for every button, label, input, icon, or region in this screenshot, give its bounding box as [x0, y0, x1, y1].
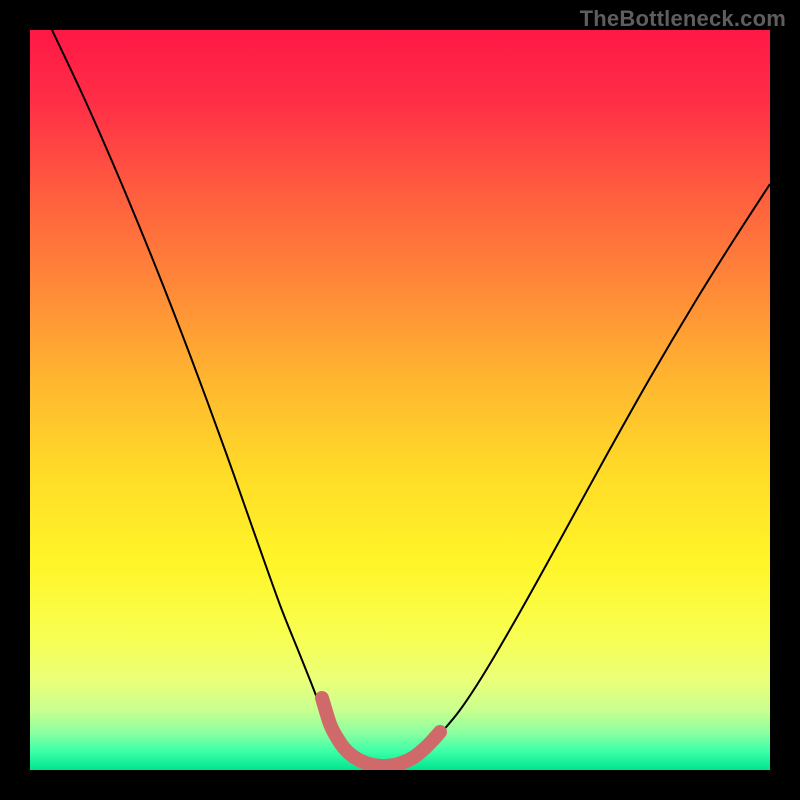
- chart-background: [30, 30, 770, 770]
- watermark-label: TheBottleneck.com: [580, 6, 786, 32]
- chart-frame: TheBottleneck.com: [0, 0, 800, 800]
- plot-area: [30, 30, 770, 770]
- plot-svg: [30, 30, 770, 770]
